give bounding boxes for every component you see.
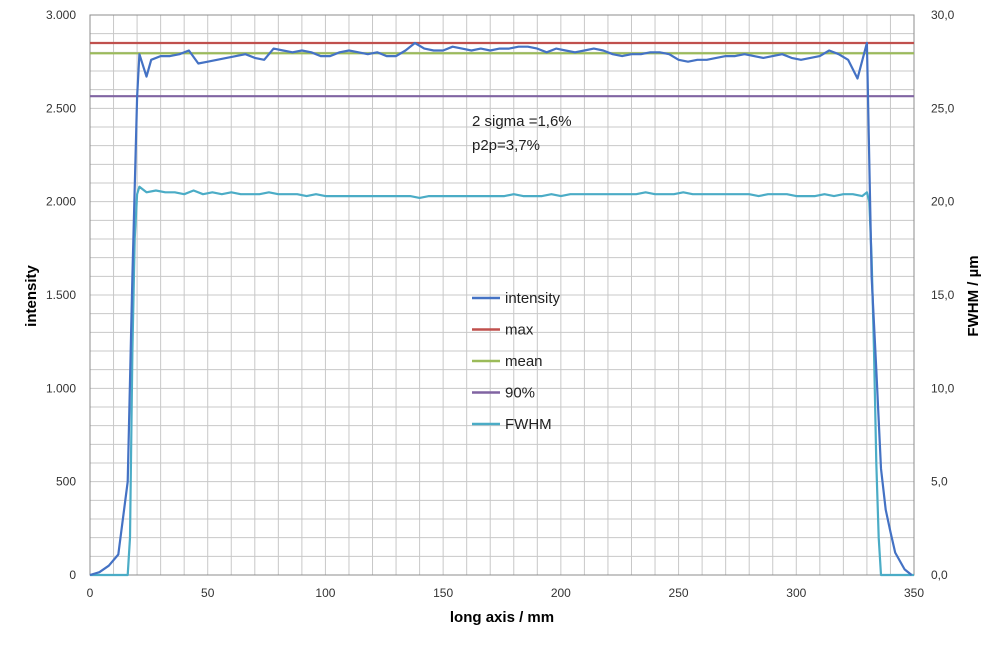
gridlines xyxy=(89,14,915,576)
y2-tick-label: 25,0 xyxy=(931,101,955,115)
x-axis-title: long axis / mm xyxy=(450,609,554,626)
y-tick-label: 3.000 xyxy=(46,8,76,22)
x-tick-label: 250 xyxy=(669,586,689,600)
series-line-fwhm xyxy=(90,185,914,577)
y2-tick-label: 20,0 xyxy=(931,195,955,209)
x-axis-tick-labels: 0 50 100 150 200 250 300 350 xyxy=(87,586,925,600)
x-tick-label: 150 xyxy=(433,586,453,600)
y2-axis-title: FWHM / µm xyxy=(965,255,982,336)
series-lines xyxy=(89,41,914,577)
y2-tick-label: 0,0 xyxy=(931,568,948,582)
x-tick-label: 200 xyxy=(551,586,571,600)
y-tick-label: 500 xyxy=(56,475,76,489)
x-tick-label: 100 xyxy=(315,586,335,600)
p2p-annotation: p2p=3,7% xyxy=(472,137,540,154)
x-tick-label: 350 xyxy=(904,586,924,600)
x-tick-label: 50 xyxy=(201,586,215,600)
legend-label-mean: mean xyxy=(505,353,543,370)
y-tick-label: 2.000 xyxy=(46,195,76,209)
y2-tick-label: 15,0 xyxy=(931,288,955,302)
plot-area-border xyxy=(89,14,915,576)
y-axis-title: intensity xyxy=(23,265,40,327)
y2-tick-label: 30,0 xyxy=(931,8,955,22)
y-tick-label: 0 xyxy=(69,568,76,582)
y2-axis-tick-labels: 0,0 5,0 10,0 15,0 20,0 25,0 30,0 xyxy=(931,8,955,582)
sigma-annotation: 2 sigma =1,6% xyxy=(472,113,572,130)
y-tick-label: 1.500 xyxy=(46,288,76,302)
y-tick-label: 2.500 xyxy=(46,101,76,115)
series-line-intensity xyxy=(89,41,913,577)
legend-label-90pct: 90% xyxy=(505,385,535,402)
y-tick-label: 1.000 xyxy=(46,381,76,395)
x-tick-label: 0 xyxy=(87,586,94,600)
legend-label-max: max xyxy=(505,322,534,339)
x-tick-label: 300 xyxy=(786,586,806,600)
legend-label-intensity: intensity xyxy=(505,290,561,307)
legend: intensity max mean 90% FWHM xyxy=(472,290,561,433)
y2-tick-label: 5,0 xyxy=(931,475,948,489)
y2-tick-label: 10,0 xyxy=(931,381,955,395)
y-axis-tick-labels: 0 500 1.000 1.500 2.000 2.500 3.000 xyxy=(46,8,76,582)
legend-label-fwhm: FWHM xyxy=(505,416,552,433)
